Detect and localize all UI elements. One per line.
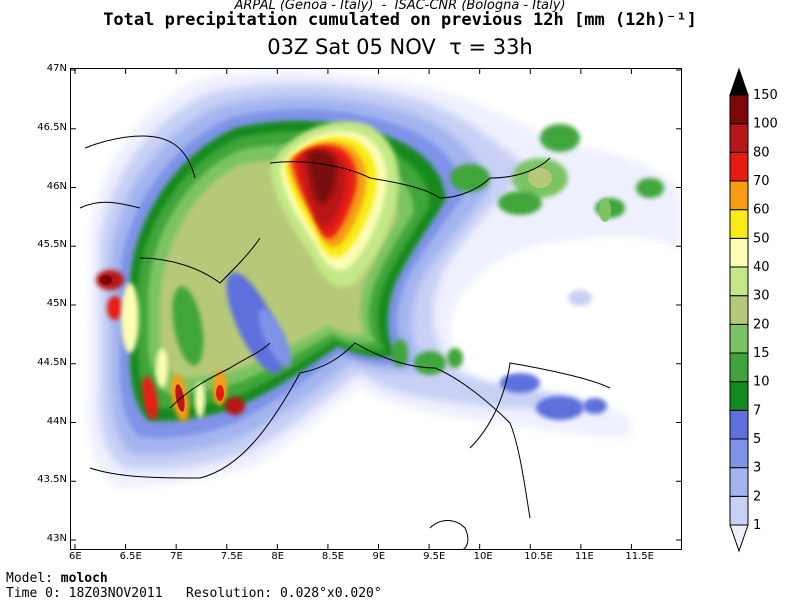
legend-swatch (729, 94, 749, 125)
legend-swatch (729, 438, 749, 469)
coastline-borders (79, 135, 611, 550)
lat-tick-label: 43.5N (37, 474, 67, 486)
model-name: moloch (60, 571, 108, 586)
legend-swatch (729, 295, 749, 325)
legend-level-label: 10 (753, 375, 770, 390)
lon-tick-label: 8E (271, 551, 285, 562)
lon-tick-label: 10E (473, 551, 493, 562)
lat-tick-label: 44.5N (37, 356, 67, 368)
legend-swatch (729, 209, 749, 239)
legend-swatch (729, 409, 749, 440)
legend-swatch (729, 495, 749, 526)
legend-swatch (729, 123, 749, 153)
time0-label: Time 0: (6, 586, 61, 601)
source-credit: ARPAL (Genoa - Italy) - ISAC-CNR (Bologn… (234, 0, 566, 13)
legend-level-label: 20 (753, 317, 770, 332)
lon-tick-label: 6E (69, 551, 82, 562)
legend-level-label: 60 (753, 203, 770, 218)
legend-level-label: 150 (753, 88, 778, 103)
lat-tick-label: 43N (46, 533, 67, 544)
legend-level-label: 5 (753, 432, 761, 447)
lat-tick-label: 46.5N (37, 121, 67, 133)
legend-swatch (729, 323, 749, 354)
valid-time-label: 03Z Sat 05 NOV τ = 33h (267, 35, 533, 59)
lat-tick-label: 47N (46, 63, 67, 74)
lon-tick-label: 11E (574, 551, 594, 562)
legend-level-label: 30 (753, 289, 770, 304)
map-title: Total precipitation cumulated on previou… (103, 10, 697, 30)
precipitation-field (87, 71, 682, 488)
lat-tick-label: 44N (46, 415, 67, 427)
legend-swatch (729, 266, 749, 297)
time0-value: 18Z03NOV2011 (68, 586, 163, 601)
legend-level-label: 70 (753, 174, 770, 189)
lat-tick-label: 45N (46, 298, 67, 309)
legend-level-label: 50 (753, 231, 770, 246)
legend-level-label: 40 (753, 260, 770, 275)
lat-tick-label: 46N (46, 180, 67, 192)
legend-swatch (729, 381, 749, 411)
legend-swatch (729, 180, 749, 211)
legend-swatch (729, 524, 749, 553)
model-info: Model: moloch (6, 571, 108, 586)
lat-tick-label: 45.5N (37, 239, 67, 251)
legend-level-label: 100 (753, 117, 778, 132)
run-info: Time 0: 18Z03NOV2011 Resolution: 0.028°x… (6, 586, 382, 601)
lon-tick-label: 9.5E (423, 551, 446, 562)
legend-swatch (729, 352, 749, 383)
grid-ticks (70, 68, 682, 550)
resolution-value: 0.028°x0.020° (279, 586, 382, 601)
lon-tick-label: 6.5E (119, 551, 142, 562)
legend-level-label: 15 (753, 346, 770, 361)
legend-swatch (729, 237, 749, 268)
legend-level-label: 80 (753, 145, 770, 160)
lon-tick-label: 11.5E (625, 551, 654, 562)
lon-tick-label: 7.5E (220, 551, 243, 562)
color-legend: 1 2 3 5 7 10 15 20 30 40 50 60 70 80 100 150 (729, 67, 778, 553)
resolution-label: Resolution: (186, 586, 273, 601)
legend-swatch (729, 67, 749, 96)
legend-swatch (729, 151, 749, 182)
lon-tick-label: 10.5E (524, 551, 553, 562)
legend-level-label: 2 (753, 489, 761, 504)
legend-level-label: 1 (753, 518, 761, 533)
lon-tick-label: 8.5E (321, 551, 345, 562)
legend-level-label: 3 (753, 461, 761, 476)
model-label: Model: (6, 571, 53, 586)
lon-tick-label: 9E (372, 551, 386, 562)
legend-swatch (729, 467, 749, 497)
precipitation-map (70, 68, 682, 550)
legend-level-label: 7 (753, 403, 761, 418)
lon-tick-label: 7E (170, 551, 183, 562)
